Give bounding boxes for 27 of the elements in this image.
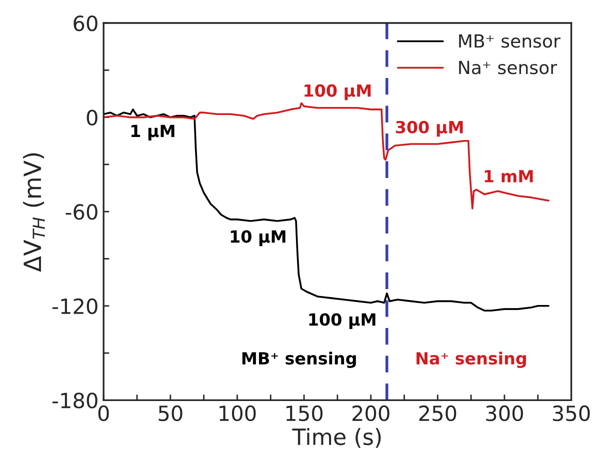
line-series bbox=[104, 108, 550, 312]
x-tick-label: 0 bbox=[98, 405, 109, 422]
annotation: 10 μM bbox=[230, 230, 286, 246]
x-tick-label: 250 bbox=[419, 405, 456, 422]
annotation: 1 mM bbox=[484, 170, 533, 182]
y-tick-label: -180 bbox=[52, 392, 98, 408]
x-tick-label: 350 bbox=[552, 405, 590, 422]
line-series bbox=[104, 102, 550, 210]
x-tick-label: 150 bbox=[286, 405, 323, 422]
x-tick-label: 50 bbox=[158, 405, 182, 422]
legend-label: MB⁺ sensor bbox=[459, 34, 560, 48]
x-tick-label: 300 bbox=[486, 405, 523, 422]
annotation: 300 μM bbox=[396, 120, 463, 137]
annotation: Na⁺ sensing bbox=[416, 352, 526, 368]
legend-label: Na⁺ sensor bbox=[459, 60, 558, 74]
x-tick-label: 100 bbox=[220, 405, 256, 422]
y-axis-title: ΔV$_{TH}$ (mV) bbox=[23, 153, 45, 272]
x-tick-label: 200 bbox=[352, 405, 390, 422]
annotation: 100 μM bbox=[304, 84, 371, 100]
y-tick-label: 0 bbox=[86, 110, 98, 126]
y-tick-label: -120 bbox=[52, 298, 98, 314]
x-axis-title: Time (s) bbox=[292, 428, 381, 448]
y-tick-label: 60 bbox=[74, 15, 98, 32]
annotation: 100 μM bbox=[309, 313, 376, 330]
annotation: MB⁺ sensing bbox=[242, 352, 356, 368]
y-tick-label: -60 bbox=[66, 204, 98, 220]
annotation: 1 μM bbox=[131, 124, 174, 140]
